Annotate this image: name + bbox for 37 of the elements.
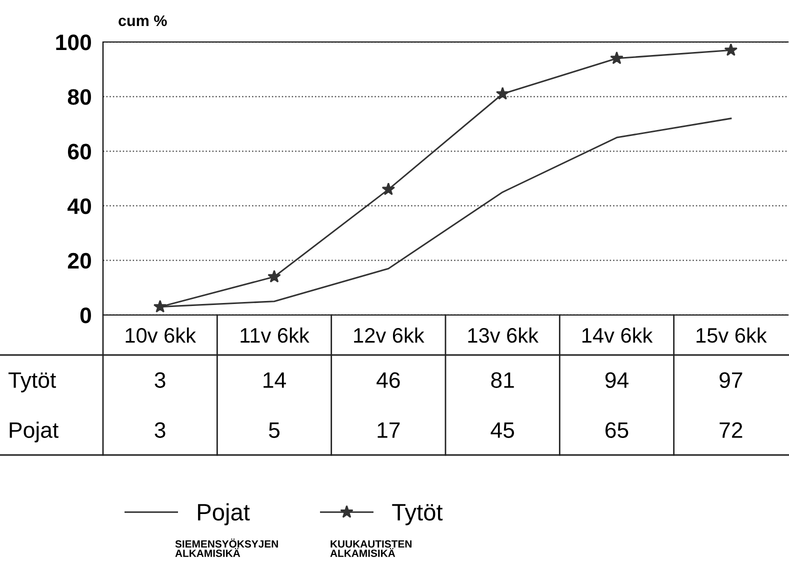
text: Tytöt	[8, 372, 56, 392]
data-label: 5	[268, 422, 280, 438]
point	[268, 270, 281, 283]
point	[610, 51, 624, 64]
x-tick-label: 10v 6kk	[126, 328, 196, 343]
y-tick-label: 60	[68, 144, 91, 160]
x-tick-label: 14v 6kk	[582, 328, 653, 343]
point	[382, 182, 396, 196]
data-label: 65	[606, 422, 628, 438]
text: KUUKAUTISTEN ALKAMISIKÄ	[330, 540, 412, 557]
data-label: 14	[264, 372, 286, 388]
point	[724, 43, 738, 56]
text: SIEMENSYÖKSYJEN ALKAMISIKÄ	[175, 538, 278, 557]
y-tick-label: 80	[68, 89, 91, 105]
legend-label: Pojat	[198, 503, 250, 526]
x-tick-label: 12v 6kk	[354, 328, 424, 343]
text: Pojat	[10, 422, 58, 442]
x-tick-label: 13v 6kk	[468, 328, 539, 343]
data-label: 46	[376, 372, 400, 388]
data-label: 97	[720, 372, 742, 388]
data-label: 81	[491, 372, 514, 388]
legend-label: Tytöt	[392, 504, 443, 526]
y-tick-label: 100	[56, 34, 91, 50]
data-label: 3	[154, 372, 166, 388]
data-label: 94	[605, 372, 628, 388]
data-label: 17	[378, 422, 400, 438]
data-label: 45	[490, 422, 514, 438]
y-tick-label: 40	[68, 198, 91, 214]
y-axis-title: cum %	[118, 15, 167, 26]
point	[153, 300, 167, 313]
x-tick-label: 15v 6kk	[696, 328, 767, 343]
point	[496, 86, 510, 100]
data-label: 72	[720, 422, 742, 438]
y-tick-label: 0	[80, 308, 91, 324]
y-tick-label: 20	[68, 252, 91, 269]
x-tick-label: 11v 6kk	[240, 328, 310, 343]
data-label: 3	[154, 422, 166, 438]
